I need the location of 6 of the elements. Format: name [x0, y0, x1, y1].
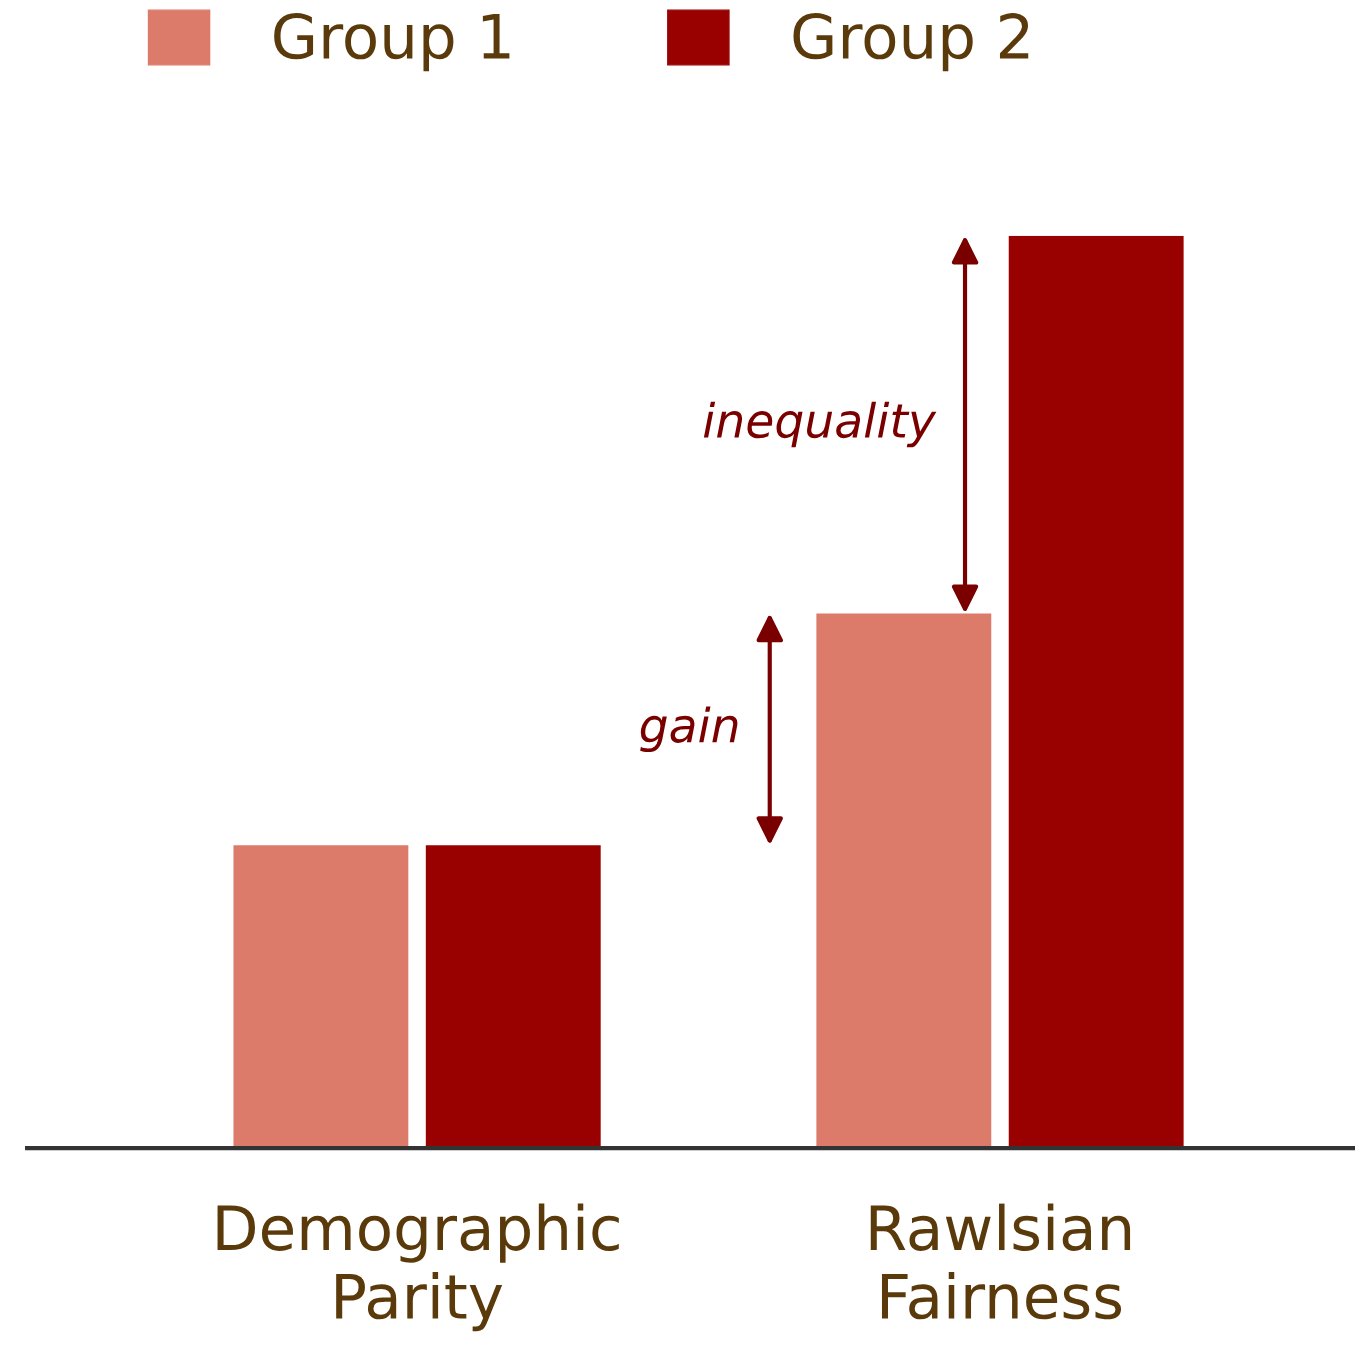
legend-label: Group 1: [274, 13, 510, 72]
x-tick-label: Demographic Parity: [217, 1203, 619, 1332]
annotation: inequality: [703, 401, 937, 448]
annotation: gain: [640, 706, 738, 753]
x-tick-label: Rawlsian Fairness: [870, 1203, 1131, 1320]
legend-label: Group 2: [793, 13, 1029, 72]
